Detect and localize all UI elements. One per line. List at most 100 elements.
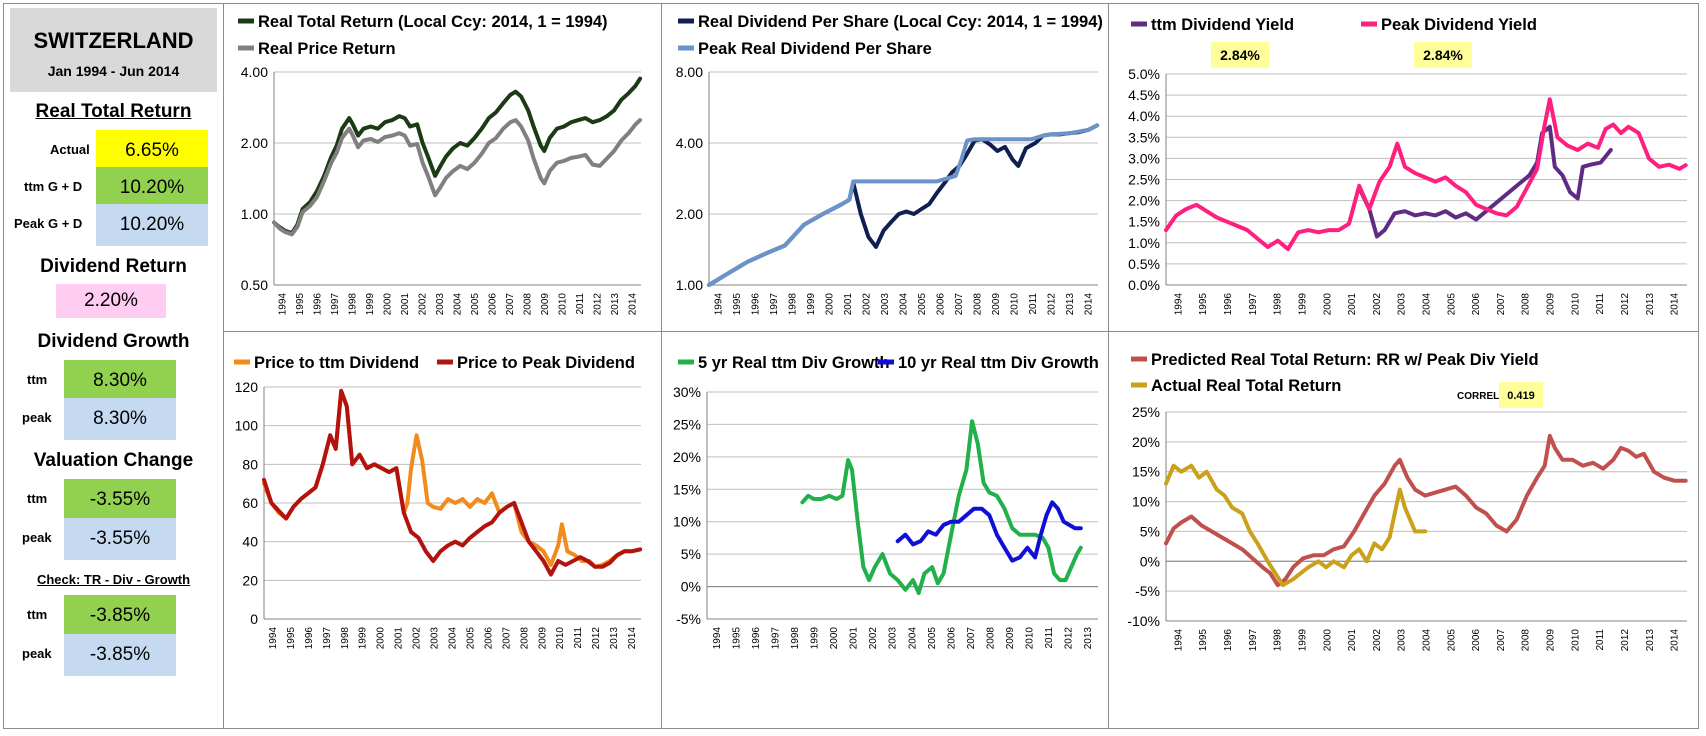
x-tick-label: 1997 xyxy=(770,627,781,650)
chart-real-dividend-per-share: 1.00 2.00 4.00 8.00 1994 1995 1996 1997 1998 1999… xyxy=(676,13,1103,316)
x-tick-label: 2006 xyxy=(483,627,494,650)
x-tick-label: 2002 xyxy=(412,627,423,650)
x-tick-label: 1996 xyxy=(313,293,324,316)
x-tick-label: 2011 xyxy=(1028,293,1039,315)
ttm-gd-label: ttm G + D xyxy=(24,179,83,194)
y-tick-label: 0% xyxy=(1140,553,1160,569)
legend-label: Real Dividend Per Share (Local Ccy: 2014… xyxy=(698,13,1103,31)
country-header: SWITZERLAND Jan 1994 - Jun 2014 xyxy=(10,8,217,92)
x-tick-label: 2010 xyxy=(557,293,568,316)
x-tick-label: 2008 xyxy=(1521,293,1532,316)
y-tick-label: 20 xyxy=(242,572,258,588)
x-tick-label: 2004 xyxy=(453,293,464,316)
x-tick-label: 2000 xyxy=(829,627,840,650)
dividend-return-value: 2.20% xyxy=(56,284,166,318)
vc-ttm-value: -3.55% xyxy=(64,479,176,521)
x-tick-label: 2007 xyxy=(505,293,516,316)
x-tick-label: 2009 xyxy=(540,293,551,316)
x-tick-label: 2009 xyxy=(537,627,548,650)
x-tick-label: 2011 xyxy=(573,627,584,649)
x-tick-label: 2006 xyxy=(946,627,957,650)
x-tick-label: 2005 xyxy=(927,627,938,650)
y-tick-label: 80 xyxy=(242,456,258,472)
x-tick-label: 2006 xyxy=(1471,293,1482,316)
x-tick-label: 2009 xyxy=(1005,627,1016,650)
y-tick-label: -5% xyxy=(676,611,701,627)
y-tick-label: 120 xyxy=(235,379,259,395)
sidebar-divider xyxy=(223,4,224,728)
x-tick-label: 2004 xyxy=(1422,293,1433,316)
x-tick-label: 1999 xyxy=(358,627,369,650)
vc-peak-value: -3.55% xyxy=(64,518,176,560)
y-tick-label: 0.0% xyxy=(1128,277,1160,293)
y-tick-label: 1.00 xyxy=(676,277,703,293)
y-tick-label: 2.00 xyxy=(676,206,703,222)
x-tick-label: 1995 xyxy=(732,293,743,316)
series-line xyxy=(262,388,643,569)
x-tick-label: 1994 xyxy=(1173,293,1184,316)
dg-ttm-value: 8.30% xyxy=(64,360,176,402)
row-divider xyxy=(223,331,1699,332)
chart-predicted-vs-actual-return: -10% -5% 0% 5% 10% 15% 20% 25% 1994 1995 1996 1997 1… xyxy=(1127,351,1688,652)
x-tick-label: 2014 xyxy=(1084,293,1095,316)
legend-label: Peak Dividend Yield xyxy=(1381,16,1537,34)
yield-badge xyxy=(1414,42,1472,68)
x-tick-label: 2007 xyxy=(954,293,965,316)
legend-label: Price to ttm Dividend xyxy=(254,354,419,372)
dg-peak-label: peak xyxy=(22,410,52,425)
y-tick-label: 2.00 xyxy=(241,135,268,151)
x-tick-label: 1995 xyxy=(1198,629,1209,652)
x-tick-label: 2012 xyxy=(1064,627,1075,650)
y-tick-label: 8.00 xyxy=(676,64,703,80)
x-tick-label: 2014 xyxy=(627,293,638,316)
y-tick-label: 40 xyxy=(242,534,258,550)
y-tick-label: 0.5% xyxy=(1128,256,1160,272)
x-tick-label: 2001 xyxy=(1347,293,1358,316)
y-tick-label: 10% xyxy=(673,514,701,530)
actual-value: 6.65% xyxy=(96,130,208,172)
x-tick-label: 1998 xyxy=(340,627,351,650)
y-tick-label: 15% xyxy=(673,481,701,497)
x-tick-label: 2014 xyxy=(1670,629,1681,652)
x-tick-label: 2013 xyxy=(1645,629,1656,652)
x-tick-label: 2002 xyxy=(418,293,429,316)
y-tick-label: -5% xyxy=(1135,583,1160,599)
x-tick-label: 1998 xyxy=(787,293,798,316)
x-tick-label: 1999 xyxy=(806,293,817,316)
y-tick-label: 2.0% xyxy=(1128,193,1160,209)
column-divider-1 xyxy=(661,4,662,728)
x-tick-label: 2007 xyxy=(1496,629,1507,652)
x-tick-label: 2011 xyxy=(1595,629,1606,651)
x-tick-label: 2014 xyxy=(627,627,638,650)
column-divider-2 xyxy=(1108,4,1109,728)
x-tick-label: 1997 xyxy=(1248,293,1259,316)
chart-dividend-yield: 0.0% 0.5% 1.0% 1.5% 2.0% 2.5% 3.0% 3.5% 4.0% 4.5%… xyxy=(1128,16,1688,316)
x-tick-label: 2001 xyxy=(400,293,411,316)
x-tick-label: 2005 xyxy=(470,293,481,316)
x-tick-label: 1999 xyxy=(1297,629,1308,652)
legend-label: Predicted Real Total Return: RR w/ Peak … xyxy=(1151,351,1539,369)
series-line xyxy=(800,419,1083,596)
ck-peak-value: -3.85% xyxy=(64,634,176,676)
dashboard-frame xyxy=(3,3,1699,729)
x-tick-label: 1995 xyxy=(1198,293,1209,316)
y-tick-label: 4.0% xyxy=(1128,108,1160,124)
x-tick-label: 2012 xyxy=(1620,629,1631,652)
series-line xyxy=(707,123,1100,287)
x-tick-label: 2010 xyxy=(1010,293,1021,316)
x-tick-label: 1994 xyxy=(1173,629,1184,652)
y-tick-label: 0% xyxy=(681,579,701,595)
x-tick-label: 1997 xyxy=(322,627,333,650)
correl-value: 0.419 xyxy=(1507,390,1535,402)
x-tick-label: 2000 xyxy=(824,293,835,316)
x-tick-label: 2003 xyxy=(880,293,891,316)
x-tick-label: 2003 xyxy=(888,627,899,650)
actual-label: Actual xyxy=(50,142,90,157)
peak-gd-value: 10.20% xyxy=(96,204,208,246)
x-tick-label: 2001 xyxy=(1347,629,1358,652)
x-tick-label: 2011 xyxy=(1044,627,1055,649)
y-tick-label: 20% xyxy=(673,449,701,465)
x-tick-label: 2002 xyxy=(1372,293,1383,316)
y-tick-label: -10% xyxy=(1127,613,1160,629)
x-tick-label: 2000 xyxy=(376,627,387,650)
